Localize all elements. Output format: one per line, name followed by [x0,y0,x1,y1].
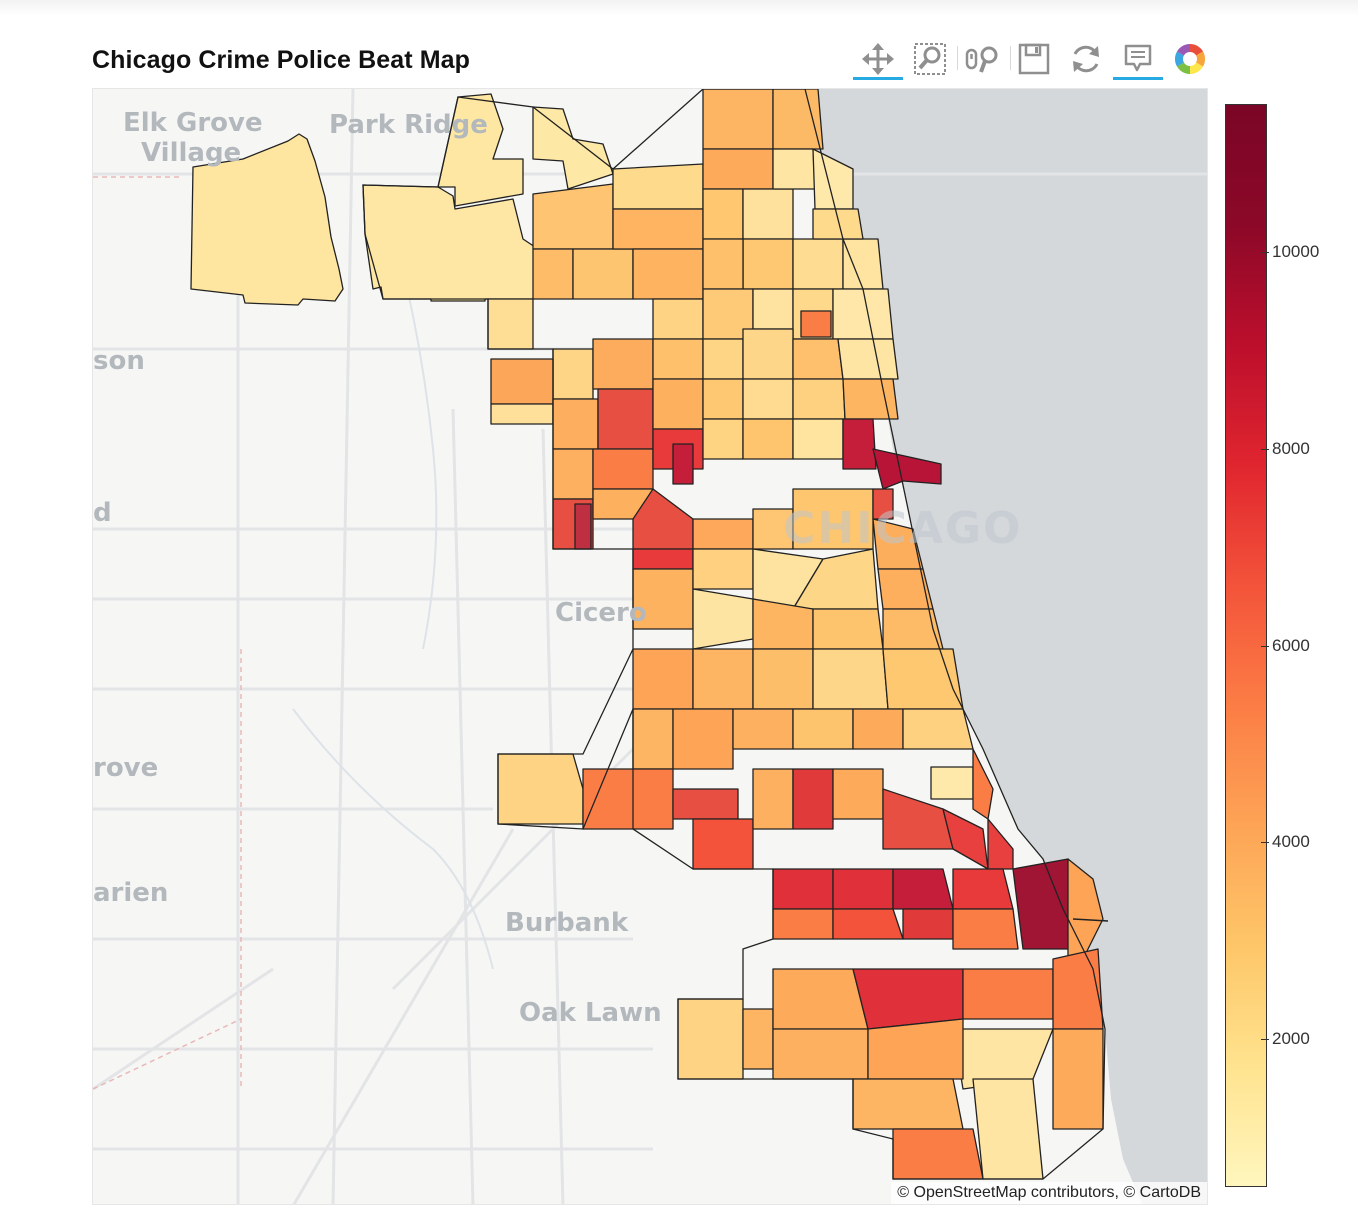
bokeh-logo-icon [1174,43,1206,74]
place-label: rove [93,753,159,783]
save-tool[interactable] [1008,36,1060,82]
county-lines [93,176,242,1090]
place-label: son [93,346,145,376]
place-label: d [93,498,112,528]
browser-top-edge [0,0,1358,16]
page-title: Chicago Crime Police Beat Map [92,46,470,74]
place-label: Oak Lawn [519,998,662,1028]
colorbar-tick-mark [1261,1039,1269,1040]
place-label: Cicero [555,598,647,628]
city-label: CHICAGO [783,503,1023,554]
city-outline [362,89,1106,1180]
rivers [292,248,494,970]
toolbar-separator [1010,46,1011,70]
colorbar-tick-label: 8000 [1272,439,1310,458]
beat-ohare-east [362,184,539,302]
hover-tool[interactable] [1112,36,1164,82]
colorbar-tick-mark [1261,449,1269,450]
tooltip-icon [1124,44,1152,72]
map-canvas[interactable]: Elk Grove Village Park Ridge son d Cicer… [92,88,1208,1205]
wheel-zoom-tool[interactable] [956,36,1008,82]
colorbar-tick-mark [1261,842,1269,843]
colorbar-tick-mark [1261,646,1269,647]
bokeh-logo[interactable] [1164,36,1216,82]
reset-tool[interactable] [1060,36,1112,82]
lakeshore-pier [1072,918,1109,922]
map-attribution: © OpenStreetMap contributors, © CartoDB [891,1182,1207,1204]
map-toolbar [852,36,1212,86]
colorbar-tick-label: 4000 [1272,832,1310,851]
colorbar-tick-label: 10000 [1272,242,1320,261]
colorbar [1225,104,1267,1187]
box-zoom-icon [914,43,946,75]
pan-tool[interactable] [852,36,904,82]
floppy-disk-icon [1018,43,1050,75]
colorbar-tick-mark [1261,252,1269,253]
wheel-zoom-icon [965,46,998,73]
toolbar-separator [957,46,958,70]
move-arrows-icon [862,43,894,75]
place-label: Village [141,138,242,168]
colorbar-tick-label: 2000 [1272,1029,1310,1048]
place-label: Park Ridge [329,110,488,140]
lake-michigan [805,89,1207,1204]
colorbar-tick-label: 6000 [1272,636,1310,655]
basemap [93,89,1207,1204]
beat-ohare [190,133,344,306]
reset-arrows-icon [1073,45,1099,73]
place-label: arien [93,878,169,908]
box-zoom-tool[interactable] [904,36,956,82]
place-label: Burbank [505,908,629,938]
place-label: Elk Grove [123,108,263,138]
beat-polygons [190,89,1104,1180]
